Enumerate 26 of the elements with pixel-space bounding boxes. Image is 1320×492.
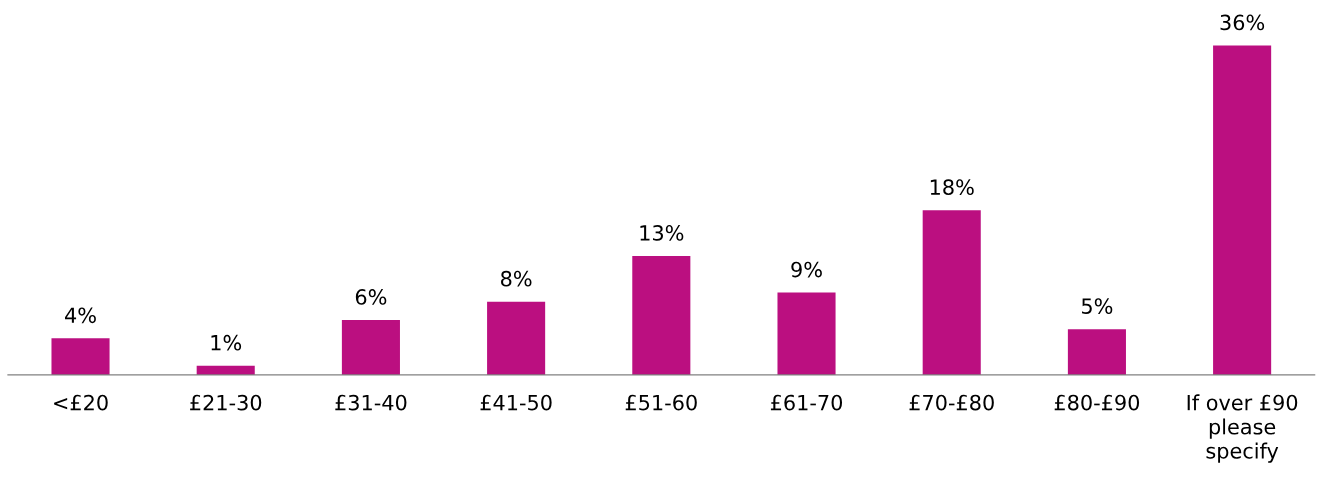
x-tick-label: £70-£80 bbox=[909, 394, 994, 411]
bar bbox=[341, 319, 400, 375]
data-label: 1% bbox=[211, 334, 242, 351]
data-label: 8% bbox=[501, 270, 532, 287]
data-label: 18% bbox=[930, 179, 974, 196]
data-label: 6% bbox=[355, 289, 387, 305]
bar bbox=[922, 210, 981, 375]
bar bbox=[487, 301, 546, 375]
x-tick-label: £31-40 bbox=[335, 394, 407, 411]
data-label: 4% bbox=[65, 307, 96, 324]
bar bbox=[1067, 329, 1126, 375]
x-tick-label: If over £90 please specify bbox=[1187, 394, 1298, 463]
data-label: 9% bbox=[791, 261, 822, 278]
x-tick-label: £51-60 bbox=[625, 394, 697, 411]
x-tick-label: £21-30 bbox=[190, 394, 262, 411]
bar bbox=[632, 255, 691, 375]
bar bbox=[777, 292, 836, 375]
data-label: 13% bbox=[640, 225, 684, 241]
x-tick-label: £80-£90 bbox=[1054, 394, 1140, 411]
x-tick-label: <£20 bbox=[54, 394, 108, 411]
bar bbox=[1213, 45, 1272, 375]
bar bbox=[51, 338, 110, 375]
data-label: 36% bbox=[1220, 14, 1265, 31]
data-label: 5% bbox=[1082, 298, 1113, 314]
x-tick-label: £41-50 bbox=[480, 394, 552, 411]
x-tick-label: £61-70 bbox=[770, 394, 843, 411]
